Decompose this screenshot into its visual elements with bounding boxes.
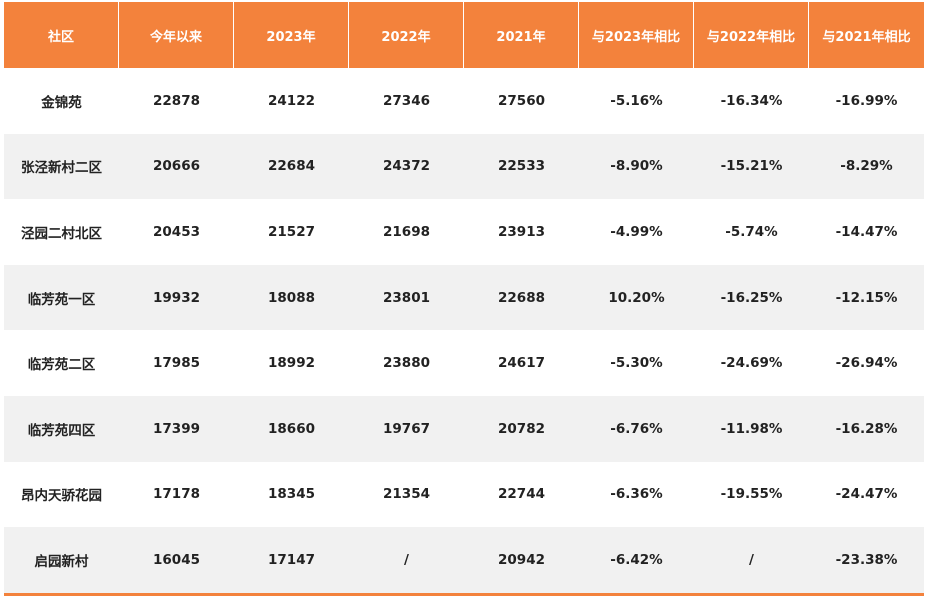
cell-price-2021: 20782	[498, 420, 545, 437]
cell-ytd: 20453	[153, 223, 200, 240]
cell-ytd: 17399	[153, 420, 200, 437]
cell-price-2021: 22533	[498, 158, 545, 175]
cell-community: 启园新村	[34, 553, 89, 570]
table-row: 启园新村 16045 17147 / 20942 -6.42% / -23.38%	[4, 527, 924, 593]
cell-community: 泾园二村北区	[21, 225, 102, 242]
table-bottom-border	[4, 592, 924, 596]
cell-vs-2021: -24.47%	[835, 486, 898, 503]
cell-community: 临芳苑一区	[27, 291, 96, 308]
cell-price-2022: 23801	[383, 289, 430, 306]
cell-price-2023: 21527	[268, 223, 315, 240]
cell-price-2022: 21698	[383, 223, 430, 240]
cell-price-2021: 22688	[498, 289, 545, 306]
cell-vs-2022: -24.69%	[720, 355, 783, 372]
cell-price-2023: 24122	[268, 92, 315, 109]
cell-vs-2021: -12.15%	[835, 289, 898, 306]
cell-vs-2021: -14.47%	[835, 223, 898, 240]
cell-price-2023: 18660	[268, 420, 315, 437]
cell-community: 临芳苑四区	[27, 422, 96, 439]
cell-vs-2023: -6.76%	[610, 420, 663, 437]
header-ytd: 今年以来	[119, 2, 234, 68]
table-body: 金锦苑 22878 24122 27346 27560 -5.16% -16.34% -16.…	[4, 68, 924, 593]
cell-ytd: 20666	[153, 158, 200, 175]
cell-vs-2022: -5.74%	[725, 223, 778, 240]
price-table: 社区 今年以来 2023年 2022年 2021年 与2023年相比 与2022…	[4, 2, 924, 596]
cell-ytd: 17985	[153, 355, 200, 372]
cell-vs-2021: -16.28%	[835, 420, 898, 437]
cell-vs-2021: -23.38%	[835, 551, 898, 568]
table-header: 社区 今年以来 2023年 2022年 2021年 与2023年相比 与2022…	[4, 2, 924, 68]
cell-price-2021: 20942	[498, 551, 545, 568]
cell-price-2021: 22744	[498, 486, 545, 503]
table-row: 张泾新村二区 20666 22684 24372 22533 -8.90% -15.21% -…	[4, 133, 924, 200]
cell-vs-2021: -26.94%	[835, 355, 898, 372]
cell-price-2022: 27346	[383, 92, 430, 109]
cell-vs-2022: /	[749, 551, 754, 568]
header-vs-2022: 与2022年相比	[694, 2, 809, 68]
cell-community: 昂内天骄花园	[21, 488, 102, 505]
cell-vs-2023: -5.30%	[610, 355, 663, 372]
cell-vs-2022: -11.98%	[720, 420, 783, 437]
cell-vs-2021: -8.29%	[840, 158, 893, 175]
cell-price-2022: 23880	[383, 355, 430, 372]
cell-price-2023: 18088	[268, 289, 315, 306]
cell-ytd: 22878	[153, 92, 200, 109]
cell-price-2023: 17147	[268, 551, 315, 568]
cell-price-2021: 24617	[498, 355, 545, 372]
cell-ytd: 19932	[153, 289, 200, 306]
table-row: 临芳苑二区 17985 18992 23880 24617 -5.30% -24.69% -2…	[4, 330, 924, 396]
cell-vs-2022: -16.34%	[720, 92, 783, 109]
cell-vs-2023: -6.42%	[610, 551, 663, 568]
table-row: 泾园二村北区 20453 21527 21698 23913 -4.99% -5.74% -1…	[4, 199, 924, 265]
cell-price-2021: 23913	[498, 223, 545, 240]
table-row: 临芳苑一区 19932 18088 23801 22688 10.20% -16.25% -1…	[4, 264, 924, 331]
cell-price-2023: 18992	[268, 355, 315, 372]
cell-price-2023: 22684	[268, 158, 315, 175]
cell-vs-2023: -8.90%	[610, 158, 663, 175]
cell-price-2022: 19767	[383, 420, 430, 437]
cell-vs-2023: 10.20%	[608, 289, 665, 306]
cell-price-2023: 18345	[268, 486, 315, 503]
cell-vs-2023: -4.99%	[610, 223, 663, 240]
cell-price-2022: 24372	[383, 158, 430, 175]
cell-price-2021: 27560	[498, 92, 545, 109]
cell-vs-2022: -19.55%	[720, 486, 783, 503]
table-row: 临芳苑四区 17399 18660 19767 20782 -6.76% -11.98% -1…	[4, 395, 924, 462]
header-2021: 2021年	[464, 2, 579, 68]
cell-price-2022: 21354	[383, 486, 430, 503]
cell-price-2022: /	[404, 551, 409, 568]
header-community: 社区	[4, 2, 119, 68]
cell-community: 张泾新村二区	[21, 160, 102, 177]
header-vs-2021: 与2021年相比	[822, 29, 911, 45]
cell-vs-2023: -5.16%	[610, 92, 663, 109]
cell-vs-2021: -16.99%	[835, 92, 898, 109]
cell-ytd: 16045	[153, 551, 200, 568]
cell-community: 金锦苑	[41, 94, 82, 111]
cell-ytd: 17178	[153, 486, 200, 503]
header-2022: 2022年	[349, 2, 464, 68]
table-row: 金锦苑 22878 24122 27346 27560 -5.16% -16.34% -16.…	[4, 68, 924, 134]
cell-vs-2023: -6.36%	[610, 486, 663, 503]
table-row: 昂内天骄花园 17178 18345 21354 22744 -6.36% -19.55% -…	[4, 461, 924, 528]
cell-vs-2022: -16.25%	[720, 289, 783, 306]
header-2023: 2023年	[234, 2, 349, 68]
cell-community: 临芳苑二区	[27, 357, 96, 374]
header-vs-2023: 与2023年相比	[579, 2, 694, 68]
cell-vs-2022: -15.21%	[720, 158, 783, 175]
